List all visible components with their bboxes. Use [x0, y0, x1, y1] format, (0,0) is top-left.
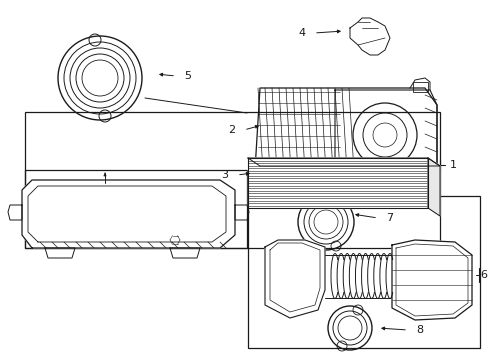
Text: 3: 3 [221, 170, 228, 180]
Polygon shape [427, 158, 439, 216]
Text: 5: 5 [184, 71, 191, 81]
Text: 2: 2 [228, 125, 235, 135]
Text: 8: 8 [416, 325, 423, 335]
Text: 6: 6 [480, 270, 487, 280]
Polygon shape [247, 158, 427, 208]
Bar [25, 170, 246, 248]
Text: 7: 7 [386, 213, 393, 223]
Text: 1: 1 [448, 160, 456, 170]
Bar [247, 196, 479, 348]
Bar [25, 112, 439, 248]
Polygon shape [247, 158, 439, 166]
Polygon shape [391, 240, 471, 320]
Polygon shape [264, 240, 325, 318]
Bar [412, 82, 427, 92]
Polygon shape [22, 180, 235, 248]
Text: 4: 4 [298, 28, 305, 38]
